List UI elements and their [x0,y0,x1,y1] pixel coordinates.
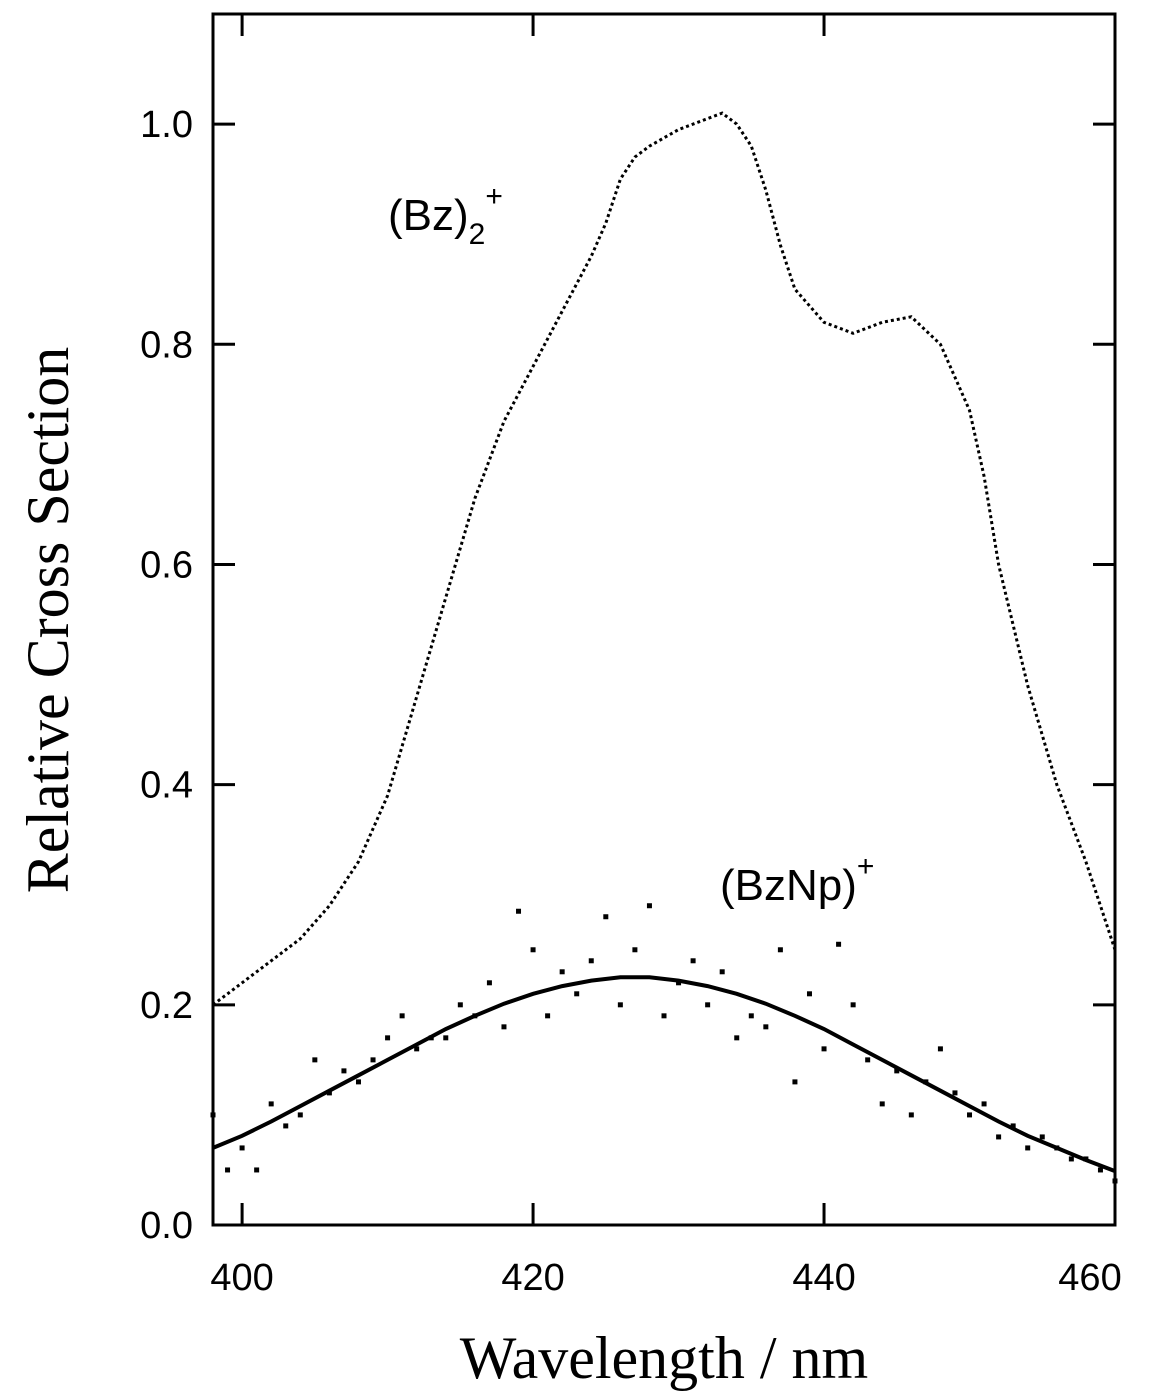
data-point [1083,1156,1089,1162]
data-point [1025,1145,1031,1151]
data-point [399,1013,405,1019]
data-point [428,1035,434,1041]
data-point [443,1035,449,1041]
data-point [908,1112,914,1118]
y-tick-label: 0.4 [140,765,193,807]
x-tick-label: 420 [501,1257,564,1299]
data-point [763,1024,769,1030]
data-point [472,1013,478,1019]
data-point [836,941,842,947]
data-point [1097,1167,1103,1173]
data-point [1054,1145,1060,1151]
x-axis-title: Wavelength / nm [460,1325,868,1391]
data-point [734,1035,740,1041]
annotation: (BzNp)+ [720,850,874,910]
data-point [952,1090,958,1096]
data-point [879,1101,885,1107]
data-point [516,908,522,914]
annotation-text: (BzNp) [720,861,857,910]
series-line [212,111,1117,1006]
annotation-sup: + [857,850,875,883]
data-point [981,1101,987,1107]
data-point [632,947,638,953]
data-point [1068,1156,1074,1162]
data-point [283,1123,289,1129]
data-point [588,958,594,964]
annotation-sup: + [485,180,503,213]
data-point [225,1167,231,1173]
data-point [1010,1123,1016,1129]
data-point [486,980,492,986]
x-tick-label: 400 [210,1257,273,1299]
data-point [821,1046,827,1052]
data-point [748,1013,754,1019]
data-point [603,914,609,920]
data-point [923,1079,929,1085]
data-point [865,1057,871,1063]
data-point [646,903,652,909]
data-point [326,1090,332,1096]
x-tick-label: 460 [1058,1257,1121,1299]
data-point [239,1145,245,1151]
data-point [617,1002,623,1008]
y-tick-label: 0.2 [140,985,193,1027]
data-point [355,1079,361,1085]
x-tick-label: 440 [792,1257,855,1299]
data-point [297,1112,303,1118]
data-point [341,1068,347,1074]
y-tick-label: 0.8 [140,324,193,366]
data-point [996,1134,1002,1140]
data-point [414,1046,420,1052]
data-point [661,1013,667,1019]
data-point [254,1167,260,1173]
data-point [559,969,565,975]
data-point [806,991,812,997]
data-point [268,1101,274,1107]
data-point [777,947,783,953]
plot-frame [211,12,1117,1227]
data-point [370,1057,376,1063]
annotation-text: (Bz) [388,191,469,240]
data-point [457,1002,463,1008]
data-point [967,1112,973,1118]
series-line [212,975,1116,1173]
y-tick-label: 0.6 [140,544,193,586]
data-point [1039,1134,1045,1140]
data-point [545,1013,551,1019]
data-point [574,991,580,997]
data-point [312,1057,318,1063]
data-point [937,1046,943,1052]
data-point [676,980,682,986]
y-tick-label: 1.0 [140,104,193,146]
data-point [850,1002,856,1008]
y-tick-label: 0.0 [140,1205,193,1247]
annotation-sub: 2 [469,218,486,251]
data-point [894,1068,900,1074]
data-point [530,947,536,953]
y-axis-title: Relative Cross Section [15,347,81,894]
annotation: (Bz)2 + [388,180,503,251]
data-point [792,1079,798,1085]
data-point [705,1002,711,1008]
data-point [719,969,725,975]
data-point [385,1035,391,1041]
data-point [690,958,696,964]
data-point [501,1024,507,1030]
